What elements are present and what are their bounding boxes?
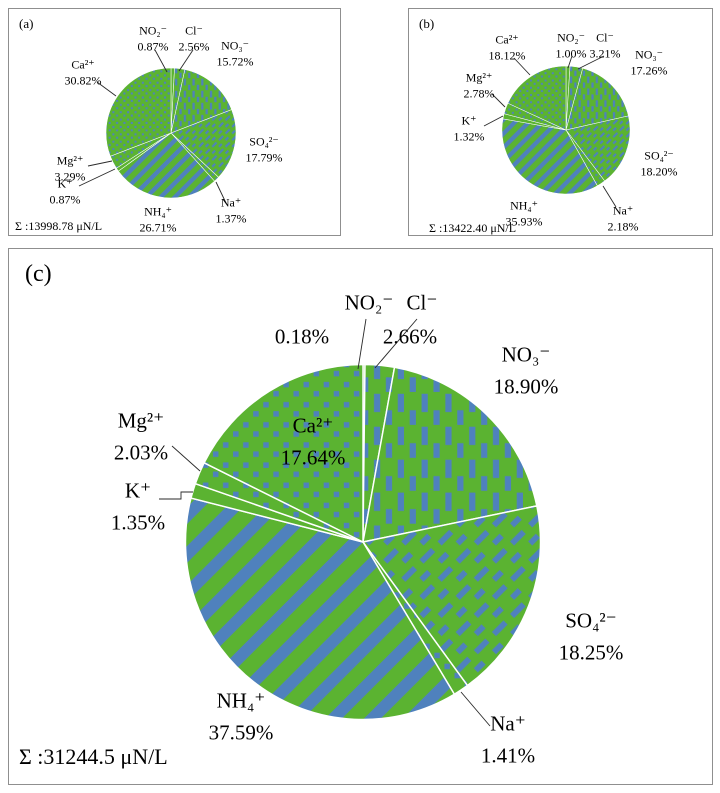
ion-name: NO₃⁻: [635, 47, 663, 62]
label-cl-b: Cl⁻ 3.21%: [590, 30, 621, 61]
ion-name: Na⁺: [220, 195, 242, 210]
label-so4-b: SO₄²⁻ 18.20%: [641, 148, 678, 179]
ion-name: NO₃⁻: [221, 38, 249, 53]
ion-name: SO₄²⁻: [249, 134, 279, 149]
ion-name: NH₄⁺: [216, 688, 266, 713]
label-nh4-b: NH₄⁺ 35.93%: [506, 198, 543, 229]
label-no3-b: NO₃⁻ 17.26%: [631, 47, 668, 78]
ion-percent: 2.56%: [178, 39, 210, 53]
label-mg-c: Mg²⁺ 2.03%: [114, 406, 168, 469]
total-line-b: Σ :13422.40 μN/L: [429, 221, 517, 235]
ion-percent: 17.79%: [245, 150, 283, 164]
ion-percent: 18.90%: [493, 374, 559, 398]
ion-percent: 37.59%: [208, 720, 274, 744]
ion-percent: 1.35%: [110, 510, 166, 534]
ion-name: Ca²⁺: [71, 57, 95, 72]
label-ca-c: Ca²⁺ 17.64%: [281, 411, 346, 474]
ion-name: Ca²⁺: [495, 32, 519, 47]
ion-percent: 15.72%: [216, 54, 254, 68]
ion-percent: 35.93%: [505, 214, 543, 228]
ion-percent: 1.32%: [453, 129, 485, 143]
ion-name: NH₄⁺: [510, 198, 538, 213]
label-cl-pct-c: 2.66%: [382, 324, 438, 349]
ion-percent: 30.82%: [64, 73, 102, 87]
ion-name: Mg²⁺: [465, 70, 493, 85]
label-na-c: Na⁺ 1.41%: [481, 709, 535, 772]
label-mg-b: Mg²⁺ 2.78%: [464, 70, 495, 101]
ion-name: Cl⁻: [185, 23, 203, 38]
ion-name: Mg²⁺: [117, 408, 165, 433]
ion-percent: 2.18%: [607, 219, 639, 233]
label-na-a: Na⁺ 1.37%: [216, 195, 247, 226]
ion-percent: 1.41%: [480, 743, 536, 767]
panel-b-label: (b): [419, 16, 435, 31]
ion-name: Na⁺: [612, 203, 634, 218]
ion-name: NO₂⁻: [557, 30, 585, 45]
label-no2-b: NO₂⁻ 1.00%: [556, 30, 587, 61]
ion-percent: 26.71%: [139, 220, 177, 234]
label-so4-c: SO₄²⁻ 18.25%: [559, 606, 624, 669]
ion-percent: 2.03%: [113, 440, 169, 464]
ion-percent: 18.20%: [640, 164, 678, 178]
ion-percent: 0.87%: [49, 192, 81, 206]
label-nh4-c: NH₄⁺ 37.59%: [209, 686, 274, 749]
panel-a-label: (a): [19, 16, 34, 31]
ion-name: Mg²⁺: [56, 153, 84, 168]
label-nh4-a: NH₄⁺ 26.71%: [140, 204, 177, 235]
ion-name: NO₂⁻: [139, 23, 167, 38]
label-na-b: Na⁺ 2.18%: [608, 203, 639, 234]
label-so4-a: SO₄²⁻ 17.79%: [246, 134, 283, 165]
ion-percent: 1.00%: [555, 46, 587, 60]
panel-a: (a) NO₂⁻ 0.87% Cl⁻ 2.56% NO₃⁻ 15.72% Ca²…: [8, 8, 341, 236]
ion-percent: 3.21%: [589, 46, 621, 60]
ion-name: K⁺: [57, 176, 73, 191]
ion-percent: 18.12%: [488, 48, 526, 62]
total-line-c: Σ :31244.5 μN/L: [19, 744, 168, 769]
label-no3-c: NO₃⁻ 18.90%: [494, 340, 559, 403]
label-ca-a: Ca²⁺ 30.82%: [65, 57, 102, 88]
label-ca-b: Ca²⁺ 18.12%: [489, 32, 526, 63]
label-cl-ion-c: Cl⁻: [406, 290, 438, 315]
label-k-b: K⁺ 1.32%: [454, 113, 485, 144]
ion-name: K⁺: [124, 478, 152, 503]
pie-chart-c: [184, 363, 542, 721]
pie-chart-b: [501, 65, 631, 195]
ion-name: NH₄⁺: [144, 204, 172, 219]
ion-name: K⁺: [461, 113, 477, 128]
ion-name: Cl⁻: [596, 30, 614, 45]
label-no3-a: NO₃⁻ 15.72%: [217, 38, 254, 69]
ion-percent: 2.78%: [463, 86, 495, 100]
panel-c-label: (c): [25, 261, 52, 287]
ion-name: NO₃⁻: [501, 342, 551, 367]
ion-percent: 17.64%: [280, 445, 346, 469]
ion-percent: 0.87%: [137, 39, 169, 53]
ion-percent: 3.29%: [54, 169, 86, 183]
label-no2-ion-c: NO₂⁻: [344, 290, 394, 315]
ion-percent: 1.37%: [215, 211, 247, 225]
pie-chart-a: [105, 67, 237, 199]
ion-name: SO₄²⁻: [565, 608, 617, 633]
label-no2-a: NO₂⁻ 0.87%: [138, 23, 169, 54]
ion-percent: 18.25%: [558, 640, 624, 664]
ion-name: SO₄²⁻: [644, 148, 674, 163]
label-k-c: K⁺ 1.35%: [111, 476, 165, 539]
ion-name: Na⁺: [490, 711, 526, 736]
label-mg-a: Mg²⁺ 3.29%: [55, 153, 86, 184]
label-k-a: K⁺ 0.87%: [50, 176, 81, 207]
label-cl-a: Cl⁻ 2.56%: [179, 23, 210, 54]
label-no2-pct-c: 0.18%: [274, 324, 330, 349]
ion-name: Ca²⁺: [292, 413, 334, 438]
total-line-a: Σ :13998.78 μN/L: [15, 219, 103, 233]
ion-percent: 17.26%: [630, 63, 668, 77]
panel-b: (b) Ca²⁺ 18.12% NO₂⁻ 1.00% Cl⁻ 3.21% NO₃…: [408, 8, 713, 236]
panel-c: (c) NO₂⁻ Cl⁻ 0.18% 2.66% NO₃⁻ 18.90% Mg²…: [8, 248, 713, 785]
